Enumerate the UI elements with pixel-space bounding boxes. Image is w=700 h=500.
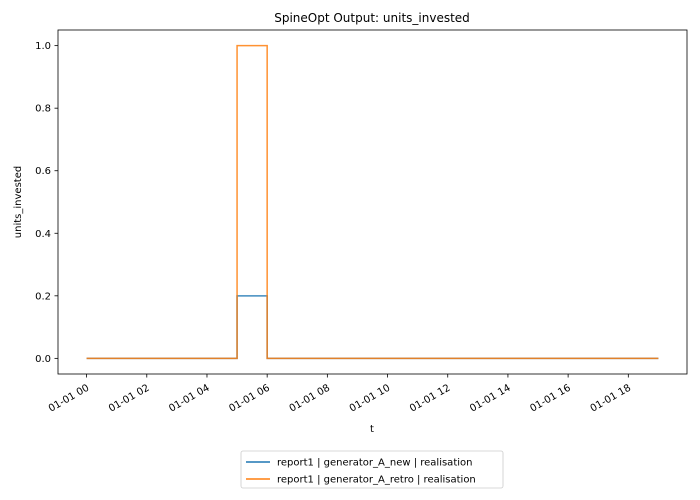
legend-label-generator-a-new: report1 | generator_A_new | realisation: [277, 458, 472, 469]
y-tick-label: 0.0: [35, 354, 51, 365]
series-layer: [86, 44, 659, 360]
legend-label-generator-a-retro: report1 | generator_A_retro | realisatio…: [277, 475, 476, 486]
legend: report1 | generator_A_new | realisation …: [240, 450, 504, 489]
series-line-generator-a-retro: [86, 44, 659, 360]
plot-frame: [57, 29, 688, 375]
chart-title: SpineOpt Output: units_invested: [274, 11, 470, 25]
y-axis-label: units_invested: [13, 166, 24, 238]
x-axis-label: t: [370, 424, 374, 435]
legend-box: [240, 450, 504, 489]
y-tick-label: 0.4: [35, 229, 51, 240]
y-tick-label: 0.2: [35, 291, 51, 302]
y-tick-label: 1.0: [35, 41, 51, 52]
y-tick-label: 0.8: [35, 104, 51, 115]
y-axis: 0.0 0.2 0.4 0.6 0.8 1.0: [35, 41, 58, 365]
y-tick-label: 0.6: [35, 166, 51, 177]
